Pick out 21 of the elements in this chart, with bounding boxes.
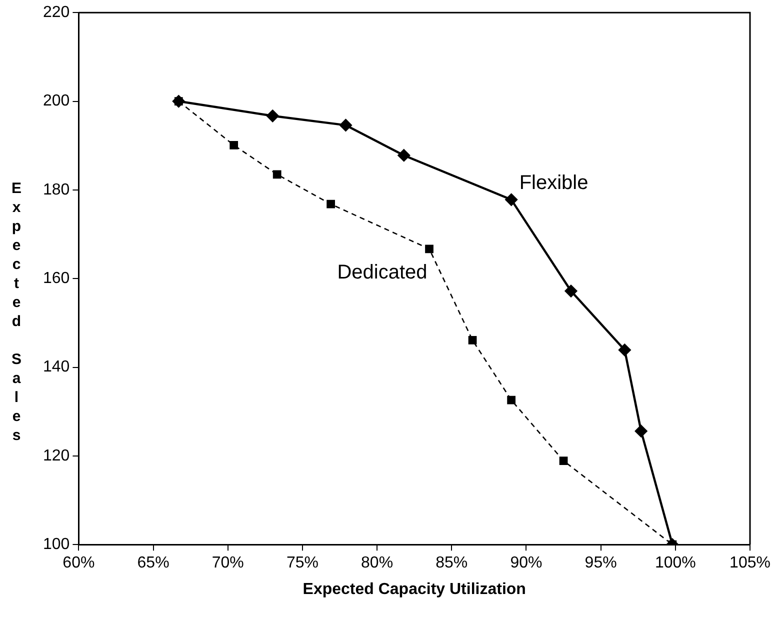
y-tick-label: 120 bbox=[42, 447, 70, 464]
y-tick-label: 140 bbox=[42, 358, 70, 376]
y-tick-label: 100 bbox=[42, 536, 70, 554]
y-tick-label: 160 bbox=[42, 270, 70, 288]
x-tick-label: 80% bbox=[361, 554, 394, 572]
x-tick-label: 85% bbox=[436, 554, 468, 572]
x-tick-label: 105% bbox=[730, 554, 770, 572]
x-tick-label: 95% bbox=[584, 554, 617, 572]
y-tick-label: 200 bbox=[42, 92, 70, 110]
x-tick-label: 90% bbox=[510, 554, 542, 572]
y-axis-title: Expected Sales bbox=[7, 180, 26, 446]
x-axis-title: Expected Capacity Utilization bbox=[302, 580, 526, 598]
x-tick-label: 100% bbox=[654, 554, 696, 572]
series-label: Flexible bbox=[519, 172, 588, 194]
x-tick-label: 60% bbox=[62, 554, 95, 572]
series-label: Dedicated bbox=[337, 261, 428, 284]
y-tick-label: 220 bbox=[42, 4, 70, 22]
x-tick-label: 75% bbox=[286, 554, 318, 572]
y-tick-label: 180 bbox=[42, 181, 70, 198]
x-tick-label: 65% bbox=[137, 554, 170, 572]
x-tick-label: 70% bbox=[212, 554, 244, 572]
